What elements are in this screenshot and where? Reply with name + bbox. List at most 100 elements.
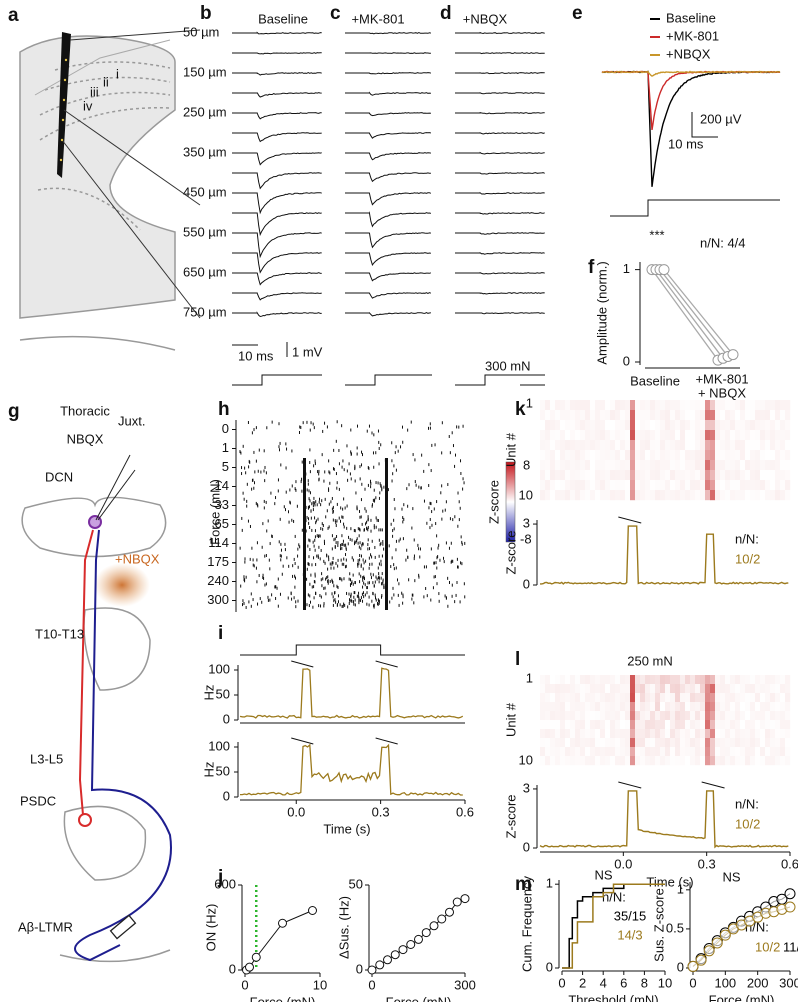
heat-cell bbox=[670, 720, 676, 730]
heat-cell bbox=[565, 738, 571, 748]
x-tick-label: 0 bbox=[558, 975, 565, 990]
heat-cell bbox=[745, 738, 751, 748]
heat-cell bbox=[660, 470, 666, 481]
heat-cell bbox=[650, 675, 656, 685]
heat-cell bbox=[575, 420, 581, 431]
heat-cell bbox=[575, 400, 581, 411]
heat-cell bbox=[695, 729, 701, 739]
point bbox=[719, 929, 731, 941]
y-tick-label: 1 bbox=[526, 670, 533, 685]
heat-cell bbox=[650, 450, 656, 461]
heat-cell bbox=[575, 450, 581, 461]
heat-cell bbox=[540, 470, 546, 481]
heat-cell bbox=[700, 756, 706, 766]
heat-cell bbox=[580, 675, 586, 685]
heat-cell bbox=[595, 729, 601, 739]
heat-cell bbox=[780, 684, 786, 694]
heat-cell bbox=[785, 470, 791, 481]
y-tick-label: 175 bbox=[207, 554, 229, 569]
heat-cell bbox=[600, 480, 606, 491]
heat-cell bbox=[550, 711, 556, 721]
heat-cell bbox=[540, 490, 546, 501]
heat-cell bbox=[580, 702, 586, 712]
heat-cell bbox=[575, 693, 581, 703]
heat-cell bbox=[570, 756, 576, 766]
heat-cell bbox=[760, 450, 766, 461]
heat-cell bbox=[640, 480, 646, 491]
heat-cell bbox=[540, 702, 546, 712]
heat-cell bbox=[550, 675, 556, 685]
heat-cell bbox=[755, 480, 761, 491]
heat-cell bbox=[780, 490, 786, 501]
voltage-trace bbox=[455, 212, 545, 215]
heat-cell bbox=[655, 729, 661, 739]
heat-cell bbox=[565, 490, 571, 501]
heat-cell bbox=[600, 729, 606, 739]
heat-cell bbox=[585, 711, 591, 721]
heat-cell bbox=[575, 490, 581, 501]
condition-title: +NBQX bbox=[463, 11, 508, 26]
heat-cell bbox=[605, 420, 611, 431]
heat-cell bbox=[730, 738, 736, 748]
heat-cell bbox=[745, 460, 751, 471]
heat-cell bbox=[700, 729, 706, 739]
heat-cell bbox=[545, 684, 551, 694]
heat-cell bbox=[545, 400, 551, 411]
clip-mark bbox=[291, 660, 398, 668]
y-axis-label: Z-score bbox=[503, 530, 518, 574]
y-axis-label: Amplitude (norm.) bbox=[594, 261, 609, 364]
heat-cell bbox=[615, 675, 621, 685]
depth-label: 550 µm bbox=[183, 224, 227, 239]
heat-cell bbox=[740, 420, 746, 431]
heat-cell bbox=[720, 410, 726, 421]
heat-cell bbox=[690, 430, 696, 441]
heat-cell bbox=[785, 410, 791, 421]
heat-cell bbox=[775, 738, 781, 748]
heat-cell bbox=[630, 490, 636, 501]
panel-label: i bbox=[218, 623, 223, 644]
heat-cell bbox=[730, 420, 736, 431]
condition-title: +MK-801 bbox=[351, 11, 404, 26]
heat-cell bbox=[590, 460, 596, 471]
heat-cell bbox=[770, 470, 776, 481]
panel-label: d bbox=[440, 3, 452, 24]
heat-cell bbox=[555, 711, 561, 721]
heat-cell bbox=[630, 470, 636, 481]
heat-cell bbox=[765, 747, 771, 757]
condition-title: Baseline bbox=[258, 11, 308, 26]
heat-cell bbox=[610, 729, 616, 739]
heat-cell bbox=[635, 711, 641, 721]
heat-cell bbox=[635, 738, 641, 748]
heat-cell bbox=[540, 450, 546, 461]
heat-cell bbox=[545, 410, 551, 421]
heat-cell bbox=[680, 400, 686, 411]
heat-cell bbox=[725, 738, 731, 748]
heat-cell bbox=[785, 460, 791, 471]
onset-spikes bbox=[303, 458, 306, 477]
heat-cell bbox=[615, 756, 621, 766]
y-tick-label: 100 bbox=[208, 738, 230, 753]
heat-cell bbox=[560, 430, 566, 441]
heat-cell bbox=[765, 450, 771, 461]
heat-cell bbox=[655, 420, 661, 431]
heat-cell bbox=[765, 720, 771, 730]
heat-cell bbox=[550, 480, 556, 491]
heat-cell bbox=[620, 470, 626, 481]
panel-label: h bbox=[218, 399, 230, 420]
heat-cell bbox=[650, 756, 656, 766]
heat-cell bbox=[710, 490, 716, 501]
heat-cell bbox=[740, 450, 746, 461]
heat-cell bbox=[680, 440, 686, 451]
section-drawing bbox=[19, 35, 176, 351]
heat-cell bbox=[730, 720, 736, 730]
heat-cell bbox=[725, 729, 731, 739]
scale-bar bbox=[232, 342, 288, 357]
heat-cell bbox=[625, 684, 631, 694]
heat-cell bbox=[720, 729, 726, 739]
heat-cell bbox=[710, 460, 716, 471]
heat-cell bbox=[605, 490, 611, 501]
heat-cell bbox=[575, 675, 581, 685]
heat-cell bbox=[645, 460, 651, 471]
heat-cell bbox=[660, 420, 666, 431]
y-tick-label: 1 bbox=[222, 440, 229, 455]
